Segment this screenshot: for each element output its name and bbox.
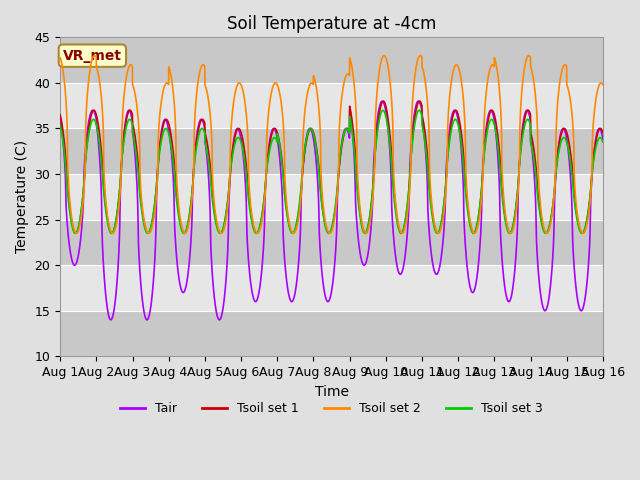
Bar (60, 83, 603, 129)
X-axis label: Time: Time (314, 384, 349, 398)
Title: Soil Temperature at -4cm: Soil Temperature at -4cm (227, 15, 436, 33)
Y-axis label: Temperature (C): Temperature (C) (15, 140, 29, 253)
Bar (60, 174, 603, 220)
Legend: Tair, Tsoil set 1, Tsoil set 2, Tsoil set 3: Tair, Tsoil set 1, Tsoil set 2, Tsoil se… (115, 397, 548, 420)
Text: VR_met: VR_met (63, 48, 122, 63)
Bar (60, 265, 603, 311)
